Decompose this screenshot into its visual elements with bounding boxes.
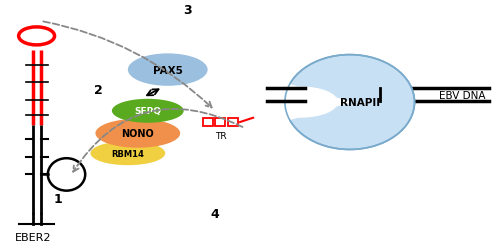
Bar xyxy=(228,118,237,127)
Text: 2: 2 xyxy=(94,84,102,97)
Bar xyxy=(215,118,225,127)
Ellipse shape xyxy=(112,100,184,123)
Bar xyxy=(202,118,212,127)
Ellipse shape xyxy=(96,119,180,148)
Ellipse shape xyxy=(285,56,414,150)
Text: RNAPII: RNAPII xyxy=(340,98,380,108)
Text: 1: 1 xyxy=(54,192,62,205)
Ellipse shape xyxy=(262,88,338,118)
Text: PAX5: PAX5 xyxy=(153,65,182,75)
Wedge shape xyxy=(250,78,350,128)
Text: NONO: NONO xyxy=(122,129,154,139)
Text: TR: TR xyxy=(216,132,227,141)
Text: 3: 3 xyxy=(184,4,192,17)
Text: RBM14: RBM14 xyxy=(112,149,144,158)
Ellipse shape xyxy=(128,54,208,86)
Text: SFPQ: SFPQ xyxy=(134,107,162,116)
Text: 4: 4 xyxy=(210,207,220,220)
Text: EBV DNA: EBV DNA xyxy=(440,90,486,100)
Ellipse shape xyxy=(90,142,165,166)
Text: EBER2: EBER2 xyxy=(15,232,52,242)
